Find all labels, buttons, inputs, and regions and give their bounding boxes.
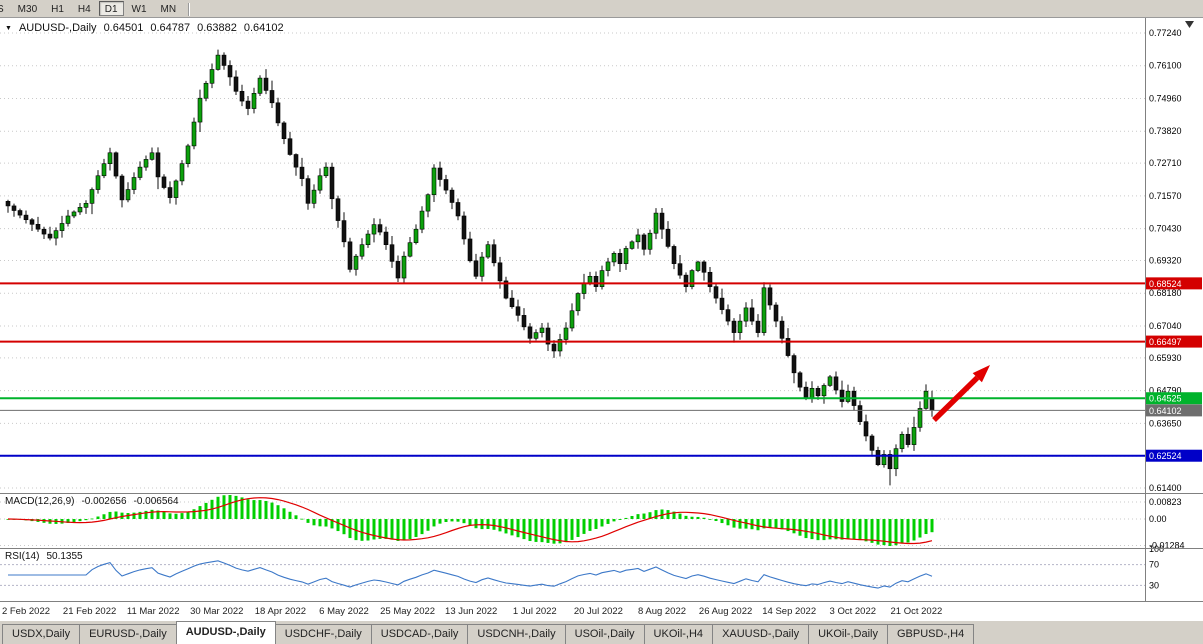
- price-axis-label: 0.74960: [1149, 93, 1182, 103]
- timeframe-button-h4[interactable]: H4: [77, 4, 91, 15]
- macd-signal-value: -0.006564: [133, 496, 179, 507]
- chart-title: ▼ AUDUSD-,Daily 0.64501 0.64787 0.63882 …: [5, 22, 284, 34]
- chart-tab-6-usoil-daily[interactable]: USOil-,Daily: [564, 624, 645, 644]
- timeframe-button-s[interactable]: S: [0, 1, 10, 16]
- chart-tab-5-usdcnh-daily[interactable]: USDCNH-,Daily: [467, 624, 566, 644]
- macd-pane: 0.00823 0.00 -0.01284: [0, 495, 1185, 550]
- time-axis-label: 11 Mar 2022: [126, 606, 180, 617]
- trend-arrow-annotation[interactable]: [932, 365, 990, 422]
- price-tag-label: 0.62524: [1149, 451, 1182, 461]
- price-axis-label: 0.68180: [1149, 288, 1182, 298]
- ohlc-close-value: 0.64102: [243, 22, 284, 34]
- time-axis-label: 1 Jul 2022: [512, 606, 557, 617]
- macd-axis-label: -0.01284: [1149, 540, 1185, 550]
- timeframe-toolbar: S M30 H1 H4 D1 W1 MN: [0, 0, 1203, 18]
- rsi-line: [8, 560, 933, 589]
- macd-signal-line: [7, 497, 933, 545]
- price-tag: [1146, 404, 1202, 417]
- price-tag: [1146, 335, 1202, 348]
- price-axis-label: 0.61400: [1149, 483, 1182, 493]
- price-axis-label: 0.64790: [1149, 386, 1182, 396]
- time-axis-label: 18 Apr 2022: [254, 606, 307, 617]
- timeframe-button-mn[interactable]: MN: [160, 4, 177, 15]
- ohlc-high-value: 0.64787: [150, 22, 191, 34]
- scroll-marker-icon[interactable]: [1185, 21, 1194, 28]
- time-axis[interactable]: 2 Feb 2022 21 Feb 2022 11 Mar 2022 30 Mar 2…: [0, 601, 1203, 620]
- chart-symbol-period: AUDUSD-,Daily: [18, 22, 97, 34]
- macd-axis-label: 0.00: [1149, 514, 1167, 524]
- price-chart-canvas[interactable]: 0.008230.00-0.0128410070300.772400.76100…: [0, 18, 1203, 601]
- ohlc-open-value: 0.64501: [103, 22, 144, 34]
- price-axis-label: 0.70430: [1149, 224, 1182, 234]
- time-axis-label: 8 Aug 2022: [637, 606, 687, 617]
- time-axis-label: 21 Oct 2022: [890, 606, 943, 617]
- chart-tab-1-eurusd-daily[interactable]: EURUSD-,Daily: [79, 624, 177, 644]
- price-tag: [1146, 392, 1202, 405]
- time-axis-label: 26 Aug 2022: [698, 606, 753, 617]
- time-axis-label: 6 May 2022: [319, 606, 369, 617]
- chart-tab-10-gbpusd-h4[interactable]: GBPUSD-,H4: [886, 624, 975, 644]
- macd-indicator-label: MACD(12,26,9) -0.002656 -0.006564: [5, 496, 179, 507]
- arrow-head: [972, 365, 990, 383]
- rsi-indicator-label: RSI(14) 50.1355: [5, 551, 83, 562]
- chart-tab-7-ukoil-h4[interactable]: UKOil-,H4: [643, 624, 714, 644]
- macd-main-value: -0.002656: [81, 496, 127, 507]
- ohlc-low-value: 0.63882: [197, 22, 237, 34]
- time-axis-label: 30 Mar 2022: [190, 606, 244, 617]
- price-axis-label: 0.73820: [1149, 126, 1182, 136]
- time-axis-label: 25 May 2022: [380, 606, 436, 617]
- price-axis-label: 0.67040: [1149, 321, 1182, 331]
- arrow-shaft: [932, 375, 980, 422]
- price-axis-label: 0.69320: [1149, 256, 1182, 266]
- timeframe-button-h1[interactable]: H1: [51, 4, 64, 15]
- price-tag-label: 0.64102: [1149, 406, 1182, 416]
- rsi-axis-label: 30: [1149, 580, 1159, 590]
- chart-tab-2-audusd-daily[interactable]: AUDUSD-,Daily: [175, 621, 276, 644]
- timeframe-button-d1[interactable]: D1: [98, 1, 124, 16]
- timeframe-button-m30[interactable]: M30: [17, 4, 38, 15]
- chart-tab-4-usdcad-daily[interactable]: USDCAD-,Daily: [370, 624, 469, 644]
- price-tag-label: 0.64525: [1149, 394, 1182, 404]
- time-axis-label: 14 Sep 2022: [762, 606, 817, 617]
- rsi-value: 50.1355: [46, 551, 83, 562]
- price-tag-label: 0.66497: [1149, 337, 1182, 347]
- candlesticks: [5, 49, 935, 486]
- chart-tab-3-usdchf-daily[interactable]: USDCHF-,Daily: [274, 624, 372, 644]
- chart-tab-bar: USDX,Daily EURUSD-,Daily AUDUSD-,Daily USDC…: [0, 620, 1203, 644]
- price-axis-label: 0.77240: [1149, 28, 1182, 38]
- symbol-marker-icon: ▼: [5, 24, 12, 32]
- chart-tab-8-xauusd-daily[interactable]: XAUUSD-,Daily: [712, 624, 810, 644]
- time-axis-label: 3 Oct 2022: [829, 606, 877, 617]
- toolbar-separator: [188, 2, 191, 16]
- rsi-name: RSI(14): [5, 551, 40, 562]
- grid-lines: [0, 32, 1145, 489]
- rsi-axis-label: 70: [1149, 560, 1159, 570]
- macd-axis-label: 0.00823: [1149, 497, 1182, 507]
- price-axis-label: 0.63650: [1149, 418, 1182, 428]
- price-tag: [1146, 449, 1202, 462]
- price-axis-label: 0.72710: [1149, 158, 1182, 168]
- chart-tab-9-ukoil-daily[interactable]: UKOil-,Daily: [808, 624, 888, 644]
- price-axis-label: 0.65930: [1149, 353, 1182, 363]
- price-tag-label: 0.68524: [1149, 279, 1182, 289]
- time-axis-label: 2 Feb 2022: [1, 606, 51, 617]
- chart-window[interactable]: 0.00823 0.00 -0.01284 100 70 30 0.77240 0.76100…: [0, 18, 1203, 601]
- price-axis[interactable]: 0.77240 0.76100 0.74960 0.73820 0.72710 0.715…: [1146, 28, 1202, 493]
- time-axis-label: 13 Jun 2022: [445, 606, 498, 617]
- price-tag: [1146, 277, 1202, 290]
- price-axis-label: 0.71570: [1149, 191, 1182, 201]
- chart-tab-0-usdx-daily[interactable]: USDX,Daily: [2, 624, 81, 644]
- price-axis-label: 0.76100: [1149, 61, 1182, 71]
- timeframe-button-w1[interactable]: W1: [131, 4, 147, 15]
- time-axis-label: 20 Jul 2022: [573, 606, 623, 617]
- time-axis-label: 21 Feb 2022: [62, 606, 117, 617]
- macd-name: MACD(12,26,9): [5, 496, 75, 507]
